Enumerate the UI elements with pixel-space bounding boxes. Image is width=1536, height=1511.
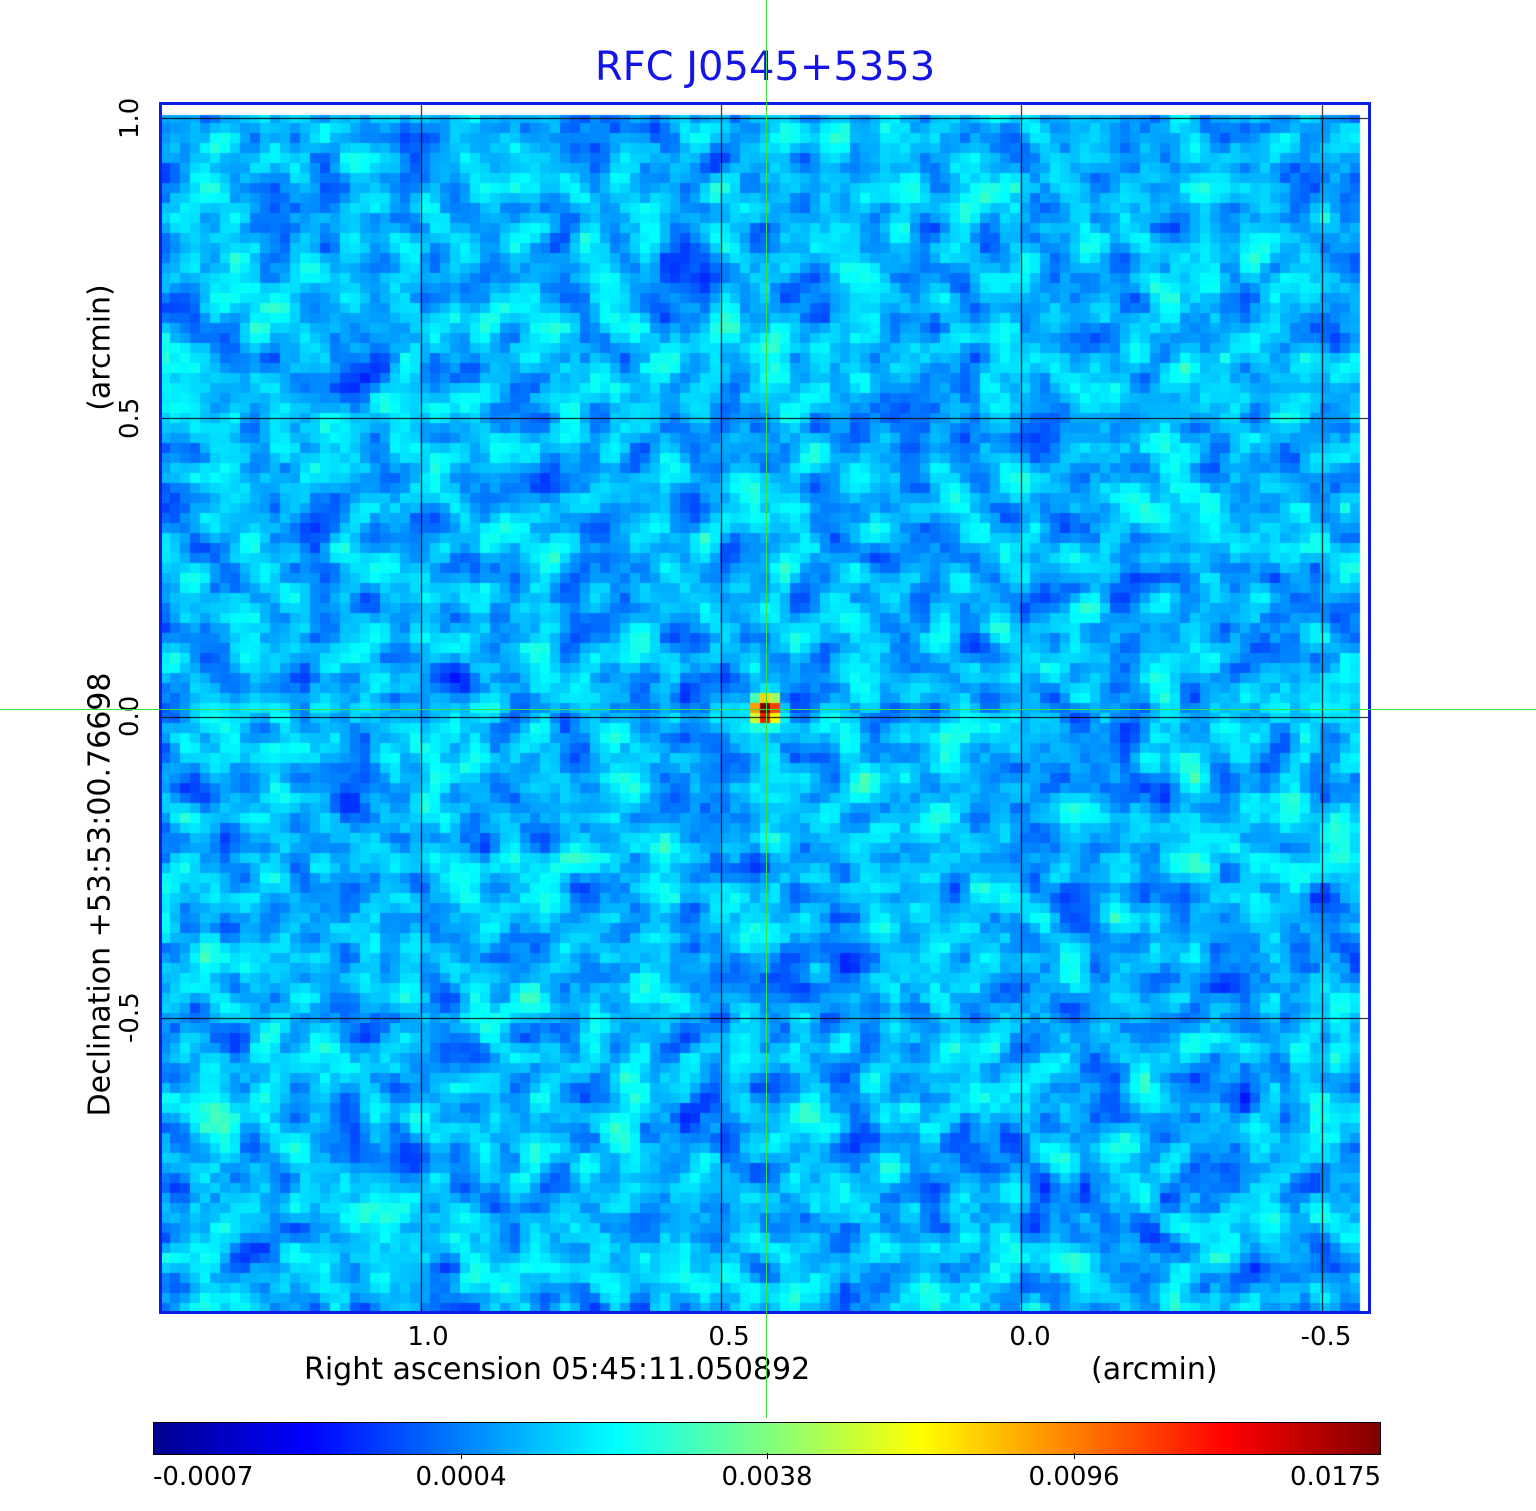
- x-axis-unit: (arcmin): [1091, 1352, 1218, 1387]
- y-tick-label: 0.5: [115, 397, 145, 439]
- colorbar-tick-label: 0.0004: [415, 1462, 507, 1492]
- x-tick-label: 0.0: [1009, 1322, 1051, 1352]
- chart-title: RFC J0545+5353: [594, 44, 936, 90]
- radio-image-heatmap: [160, 103, 1368, 1311]
- y-tick-label: -0.5: [115, 992, 145, 1043]
- colorbar-tick: [461, 1453, 462, 1459]
- x-axis-label: Right ascension 05:45:11.050892: [304, 1352, 811, 1387]
- colorbar: [153, 1422, 1381, 1455]
- x-tick-label: -0.5: [1300, 1322, 1352, 1352]
- y-axis-label: Declination +53:53:00.76698: [82, 672, 118, 1117]
- y-tick-label: 0.0: [115, 695, 145, 737]
- x-tick-label: 1.0: [407, 1322, 449, 1352]
- y-axis-unit: (arcmin): [82, 284, 118, 411]
- colorbar-tick: [767, 1453, 768, 1459]
- colorbar-tick-label: 0.0096: [1028, 1462, 1120, 1492]
- colorbar-tick: [1074, 1453, 1075, 1459]
- colorbar-tick-label: -0.0007: [153, 1462, 254, 1492]
- plot-frame: [159, 102, 1371, 1314]
- colorbar-tick-label: 0.0175: [1290, 1462, 1381, 1492]
- colorbar-tick-label: 0.0038: [721, 1462, 813, 1492]
- x-tick-label: 0.5: [708, 1322, 750, 1352]
- y-tick-label: 1.0: [115, 97, 145, 139]
- crosshair-horizontal: [0, 709, 1536, 710]
